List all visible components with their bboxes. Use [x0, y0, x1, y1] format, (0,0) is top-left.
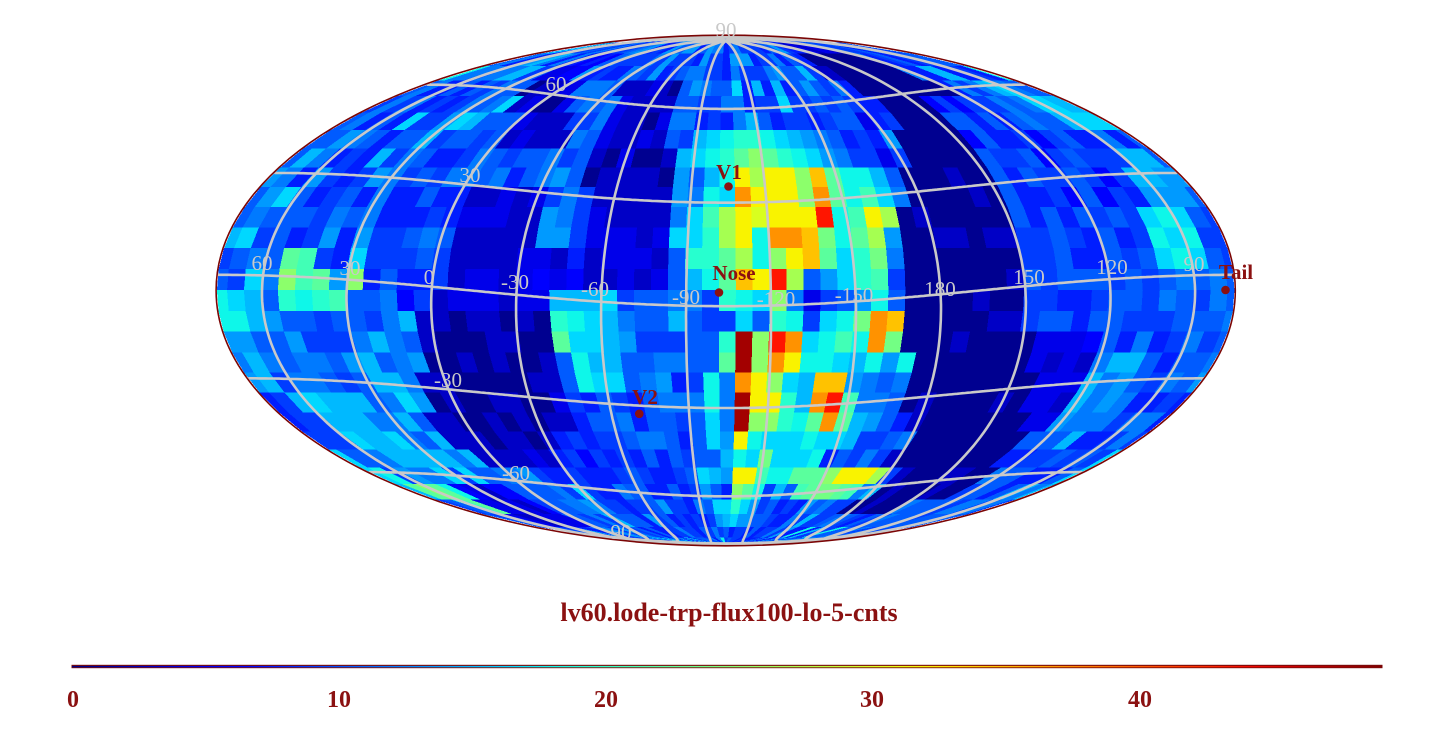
- svg-text:90: 90: [611, 520, 632, 544]
- svg-text:90: 90: [716, 18, 737, 42]
- svg-text:30: 30: [340, 256, 361, 280]
- svg-text:10: 10: [327, 687, 351, 713]
- svg-text:0: 0: [67, 687, 79, 713]
- svg-text:-150: -150: [835, 283, 874, 307]
- svg-text:90: 90: [1184, 252, 1205, 276]
- svg-text:120: 120: [1096, 255, 1128, 279]
- svg-text:Nose: Nose: [712, 261, 755, 285]
- svg-text:-120: -120: [757, 287, 796, 311]
- svg-text:60: 60: [546, 72, 567, 96]
- svg-text:20: 20: [594, 687, 618, 713]
- svg-text:-30: -30: [434, 368, 462, 392]
- svg-text:0: 0: [424, 265, 435, 289]
- svg-text:60: 60: [252, 251, 273, 275]
- svg-text:180: 180: [924, 277, 956, 301]
- svg-text:-30: -30: [501, 270, 529, 294]
- svg-text:V2: V2: [632, 385, 658, 409]
- svg-text:-60: -60: [502, 461, 530, 485]
- svg-text:-60: -60: [581, 277, 609, 301]
- svg-text:lv60.lode-trp-flux100-lo-5-cnt: lv60.lode-trp-flux100-lo-5-cnts: [560, 598, 897, 627]
- svg-text:-90: -90: [672, 285, 700, 309]
- svg-text:40: 40: [1128, 687, 1152, 713]
- svg-text:V1: V1: [716, 160, 742, 184]
- svg-text:30: 30: [460, 163, 481, 187]
- svg-text:Tail: Tail: [1219, 260, 1253, 284]
- svg-text:150: 150: [1013, 265, 1045, 289]
- svg-text:30: 30: [860, 687, 884, 713]
